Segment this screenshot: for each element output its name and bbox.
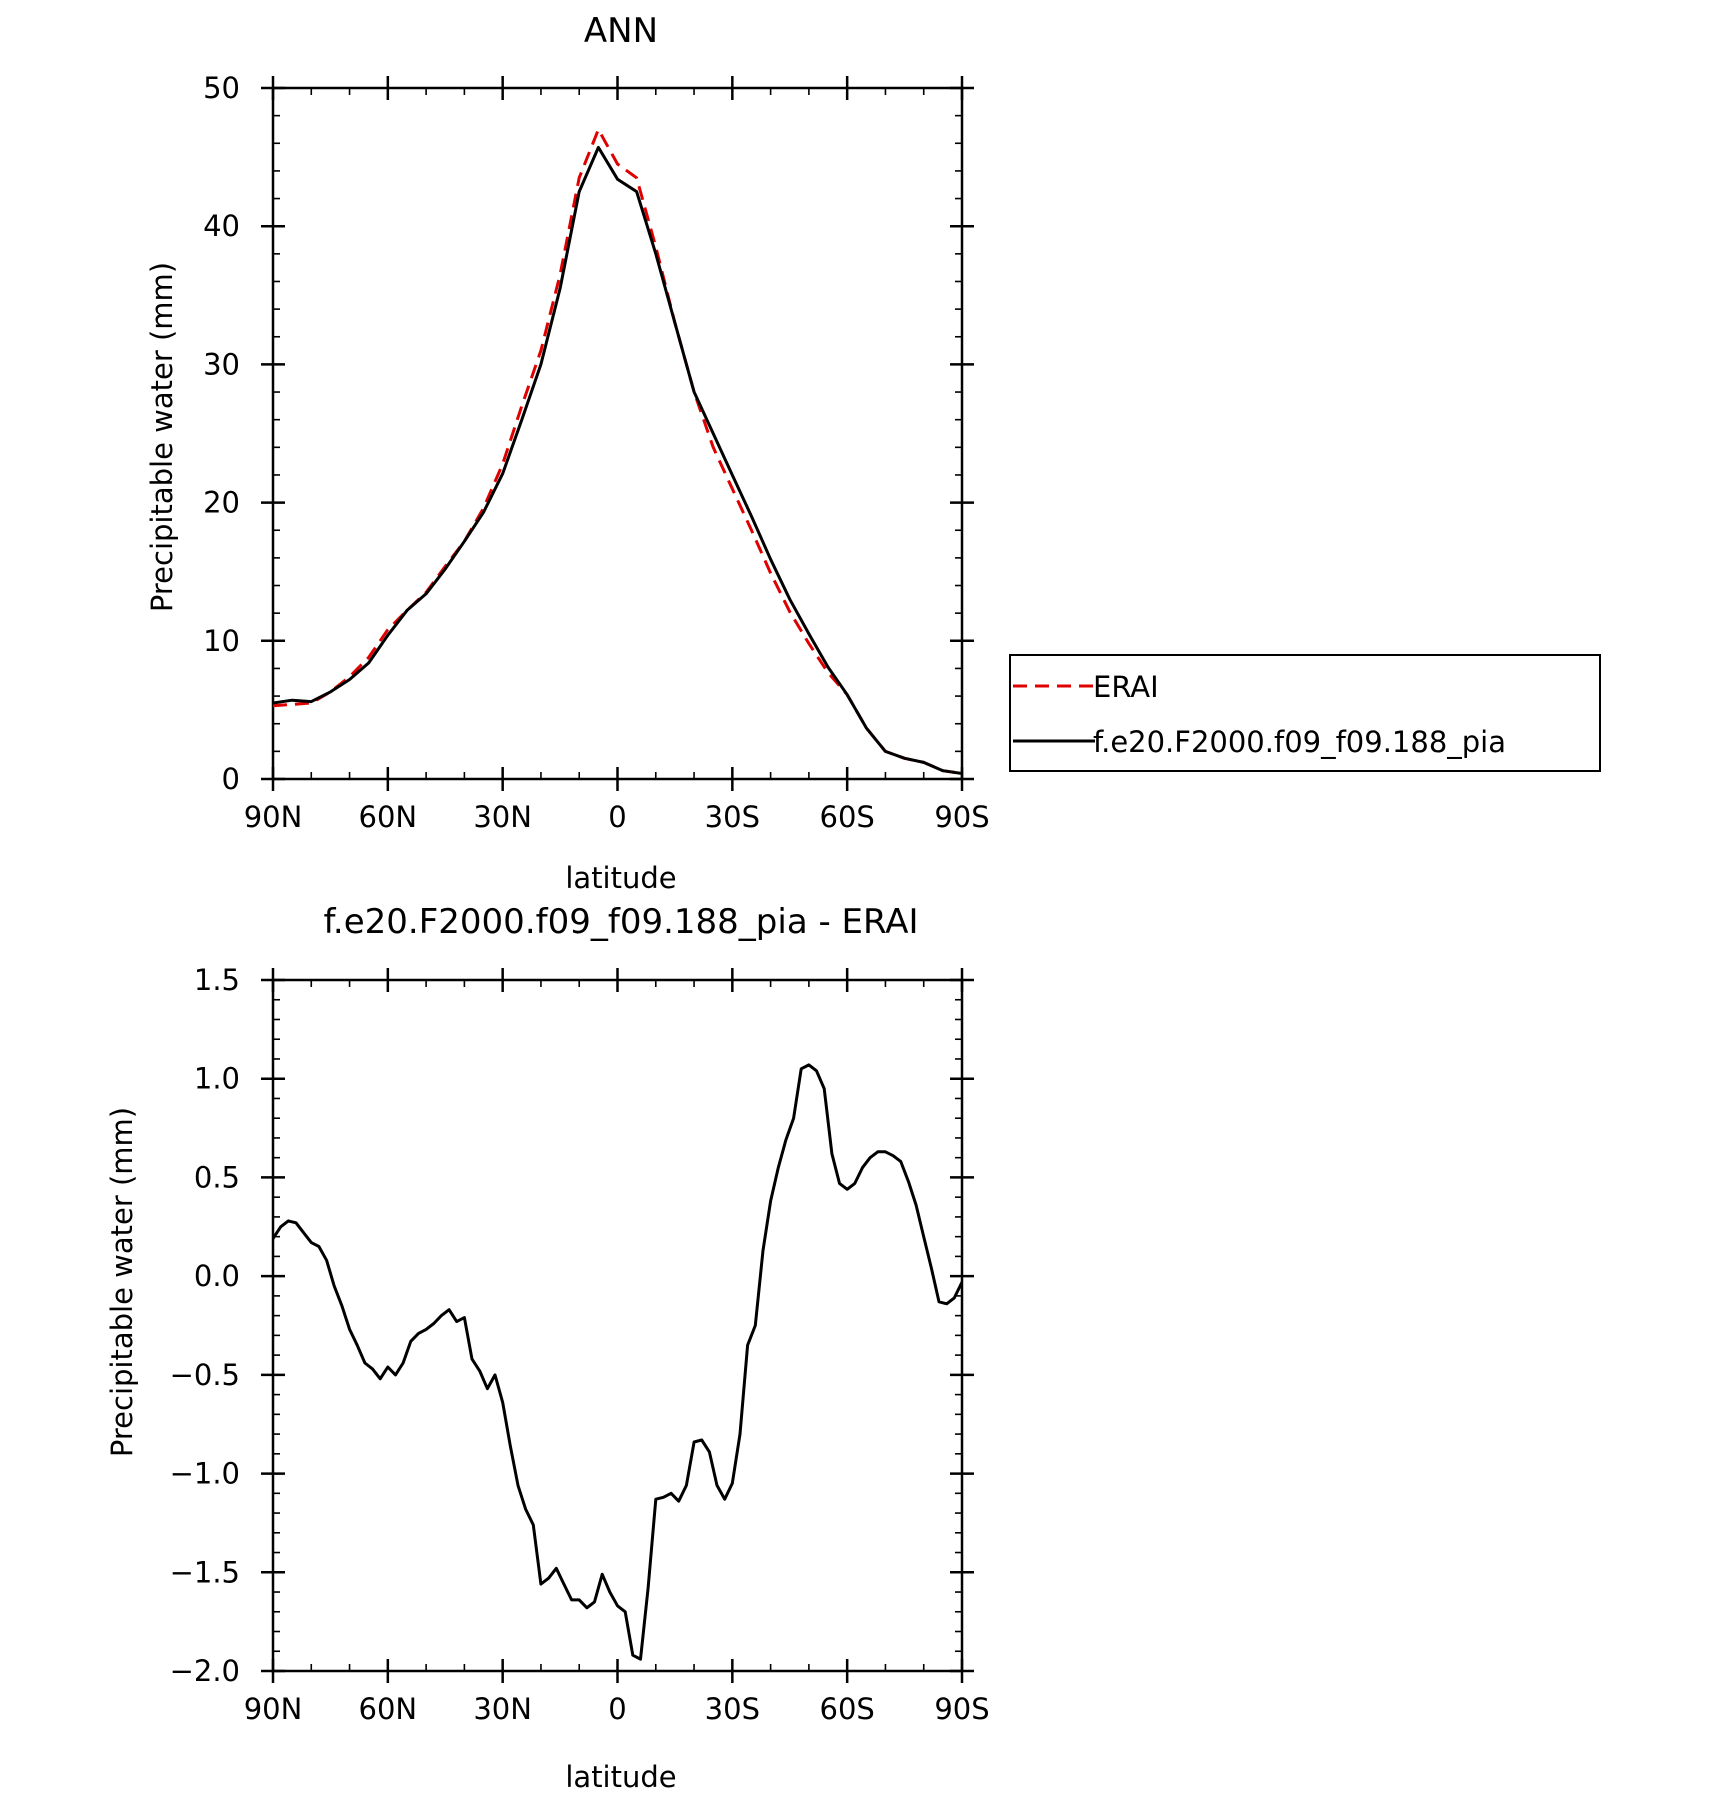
top-series-line-1: [273, 145, 962, 775]
bottom-y-tick-label: −1.0: [170, 1457, 240, 1491]
top-chart-title: ANN: [584, 11, 658, 51]
top-plot-area: 90N 60N 30N 0 30S 60S 90S 0 10 20 30 40 50: [203, 71, 990, 834]
bottom-x-tick-label: 60N: [359, 1692, 418, 1726]
top-y-tick-label: 20: [203, 486, 240, 520]
bottom-y-axis-label: Precipitable water (mm): [105, 1107, 139, 1457]
legend-label-erai: ERAI: [1093, 670, 1159, 704]
bottom-series-line-0: [273, 1063, 962, 1661]
top-x-tick-label: 90S: [934, 800, 989, 834]
top-x-tick-label: 30S: [705, 800, 760, 834]
top-x-tick-label: 60S: [820, 800, 875, 834]
bottom-x-tick-label: 90N: [244, 1692, 303, 1726]
legend-label-model: f.e20.F2000.f09_f09.188_pia: [1093, 725, 1506, 759]
bottom-x-tick-label: 30N: [473, 1692, 532, 1726]
bottom-y-tick-label: 0.5: [194, 1160, 240, 1194]
bottom-y-tick-label: 1.0: [194, 1062, 240, 1096]
bottom-y-tick-label: −1.5: [170, 1555, 240, 1589]
bottom-panel: f.e20.F2000.f09_f09.188_pia - ERAI 90N 60…: [105, 902, 990, 1794]
bottom-chart-title: f.e20.F2000.f09_f09.188_pia - ERAI: [323, 902, 918, 942]
top-x-tick-label: 60N: [359, 800, 418, 834]
top-x-tick-label: 30N: [473, 800, 532, 834]
bottom-y-tick-label: 0.0: [194, 1259, 240, 1293]
legend-box: [1009, 654, 1601, 772]
top-y-tick-label: 40: [203, 209, 240, 243]
top-y-tick-label: 50: [203, 71, 240, 105]
bottom-plot-area: 90N 60N 30N 0 30S 60S 90S −2.0 −1.5 −1.0 −0.5 0.0 0.…: [170, 963, 990, 1726]
bottom-x-tick-label: 0: [608, 1692, 626, 1726]
top-x-tick-label: 90N: [244, 800, 303, 834]
top-panel: ANN 90N 60N 30N 0 30S 60S 90S 0 10 20 30 40 50 latit…: [145, 11, 1601, 895]
bottom-x-tick-label: 30S: [705, 1692, 760, 1726]
bottom-y-tick-label: −2.0: [170, 1654, 240, 1688]
bottom-x-axis-label: latitude: [565, 1760, 676, 1794]
top-y-axis-label: Precipitable water (mm): [145, 262, 179, 612]
bottom-y-tick-label: −0.5: [170, 1358, 240, 1392]
bottom-x-tick-label: 60S: [820, 1692, 875, 1726]
legend: ERAI f.e20.F2000.f09_f09.188_pia: [1009, 654, 1601, 772]
top-y-tick-label: 0: [222, 762, 240, 796]
top-x-tick-label: 0: [608, 800, 626, 834]
top-y-tick-label: 10: [203, 624, 240, 658]
top-y-tick-label: 30: [203, 347, 240, 381]
top-x-axis-label: latitude: [565, 861, 676, 895]
bottom-x-tick-label: 90S: [934, 1692, 989, 1726]
bottom-y-tick-label: 1.5: [194, 963, 240, 997]
